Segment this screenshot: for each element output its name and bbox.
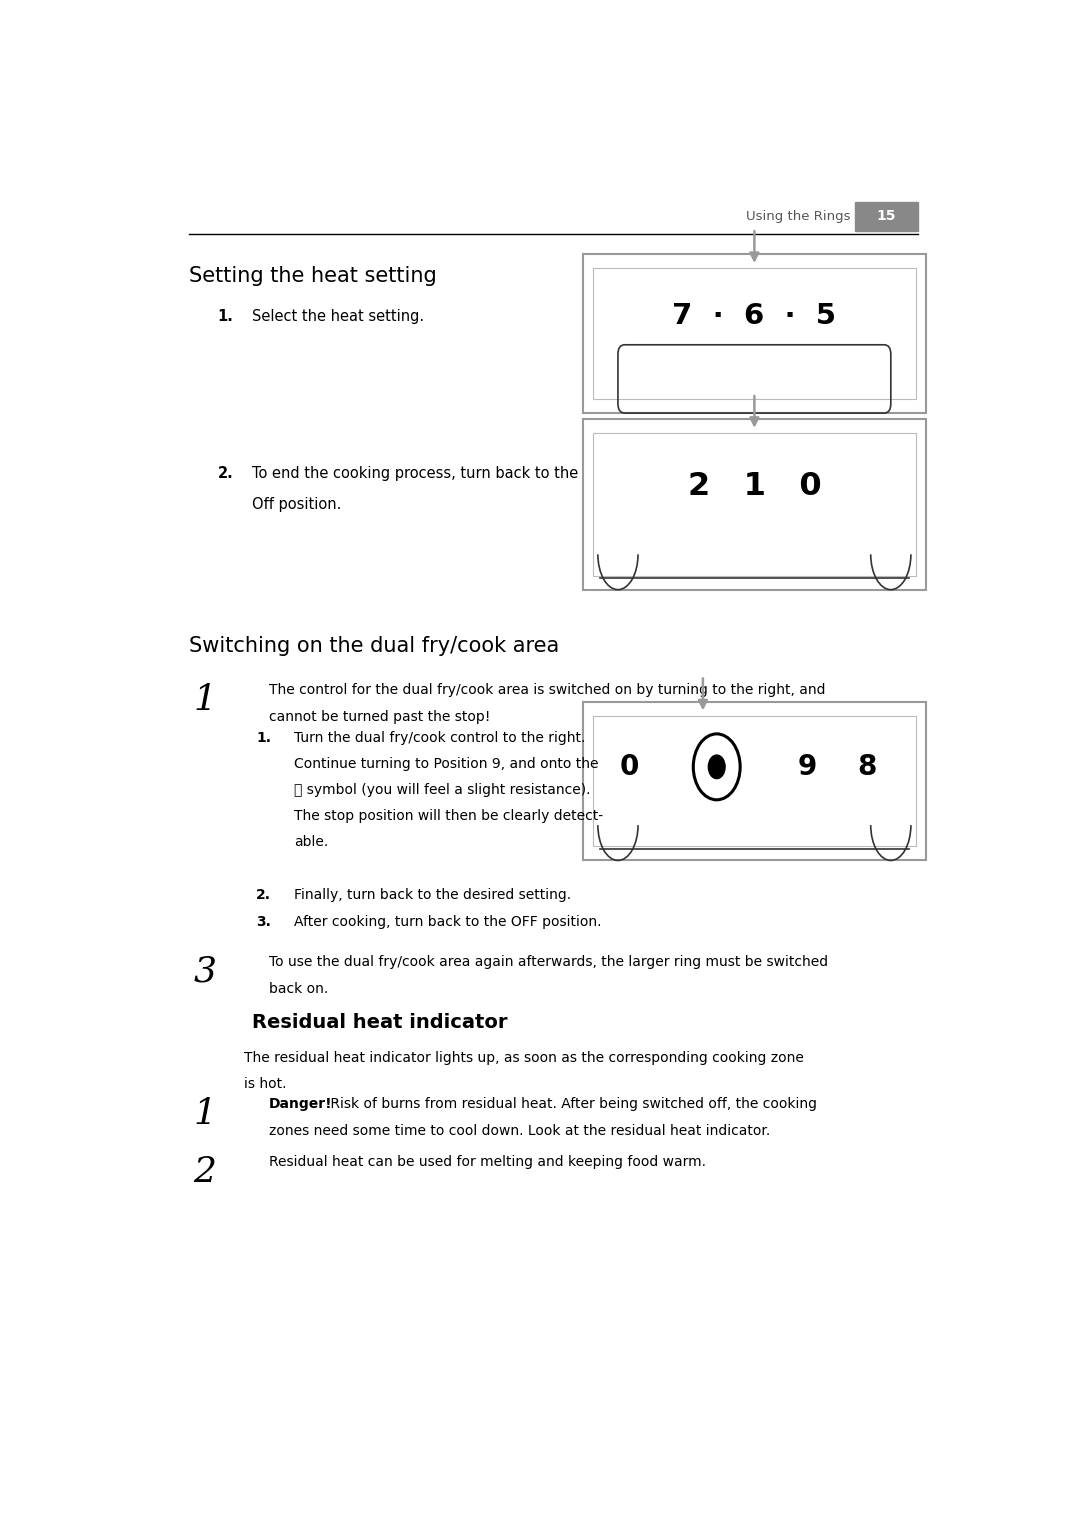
Text: 1: 1 — [193, 682, 216, 717]
Text: Off position.: Off position. — [252, 497, 341, 512]
Text: Setting the heat setting: Setting the heat setting — [189, 266, 437, 286]
Text: Using the Rings: Using the Rings — [746, 209, 851, 223]
Text: To end the cooking process, turn back to the: To end the cooking process, turn back to… — [252, 466, 578, 482]
Text: The control for the dual fry/cook area is switched on by turning to the right, a: The control for the dual fry/cook area i… — [269, 682, 825, 697]
Bar — [583, 254, 926, 413]
Bar — [855, 202, 918, 231]
Text: 0: 0 — [619, 752, 638, 781]
Text: back on.: back on. — [269, 982, 328, 995]
Text: Danger!: Danger! — [269, 1098, 333, 1112]
Text: 3: 3 — [193, 954, 216, 989]
Text: The stop position will then be clearly detect-: The stop position will then be clearly d… — [294, 809, 603, 823]
Text: 1.: 1. — [256, 731, 271, 745]
Bar — [593, 268, 916, 399]
Text: Continue turning to Position 9, and onto the: Continue turning to Position 9, and onto… — [294, 757, 598, 771]
Text: 1: 1 — [193, 1098, 216, 1131]
Text: able.: able. — [294, 835, 328, 849]
Text: ⓞ symbol (you will feel a slight resistance).: ⓞ symbol (you will feel a slight resista… — [294, 783, 591, 797]
Text: Select the heat setting.: Select the heat setting. — [252, 309, 424, 324]
Text: Turn the dual fry/cook control to the right.: Turn the dual fry/cook control to the ri… — [294, 731, 585, 745]
Text: is hot.: is hot. — [244, 1076, 286, 1092]
Text: Switching on the dual fry/cook area: Switching on the dual fry/cook area — [189, 636, 559, 656]
Text: 1.: 1. — [218, 309, 233, 324]
Text: zones need some time to cool down. Look at the residual heat indicator.: zones need some time to cool down. Look … — [269, 1124, 770, 1138]
Bar — [583, 702, 926, 861]
Text: 9: 9 — [797, 752, 816, 781]
Text: Finally, turn back to the desired setting.: Finally, turn back to the desired settin… — [294, 887, 571, 902]
Text: 7  ·  6  ·  5: 7 · 6 · 5 — [673, 301, 836, 330]
Text: 2.: 2. — [218, 466, 233, 482]
Text: 3.: 3. — [256, 914, 271, 928]
Text: 2   1   0: 2 1 0 — [688, 471, 821, 502]
Text: Risk of burns from residual heat. After being switched off, the cooking: Risk of burns from residual heat. After … — [326, 1098, 816, 1112]
Text: After cooking, turn back to the OFF position.: After cooking, turn back to the OFF posi… — [294, 914, 602, 928]
Text: 8: 8 — [858, 752, 877, 781]
Bar — [593, 716, 916, 847]
Text: cannot be turned past the stop!: cannot be turned past the stop! — [269, 709, 490, 723]
Bar — [593, 433, 916, 575]
Text: 2: 2 — [193, 1154, 216, 1188]
Text: 15: 15 — [877, 209, 896, 223]
Text: Residual heat can be used for melting and keeping food warm.: Residual heat can be used for melting an… — [269, 1154, 705, 1168]
Text: Residual heat indicator: Residual heat indicator — [252, 1014, 508, 1032]
Text: To use the dual fry/cook area again afterwards, the larger ring must be switched: To use the dual fry/cook area again afte… — [269, 954, 828, 969]
Text: 2.: 2. — [256, 887, 271, 902]
Circle shape — [708, 755, 725, 778]
Bar — [583, 419, 926, 590]
Text: The residual heat indicator lights up, as soon as the corresponding cooking zone: The residual heat indicator lights up, a… — [244, 1050, 804, 1066]
